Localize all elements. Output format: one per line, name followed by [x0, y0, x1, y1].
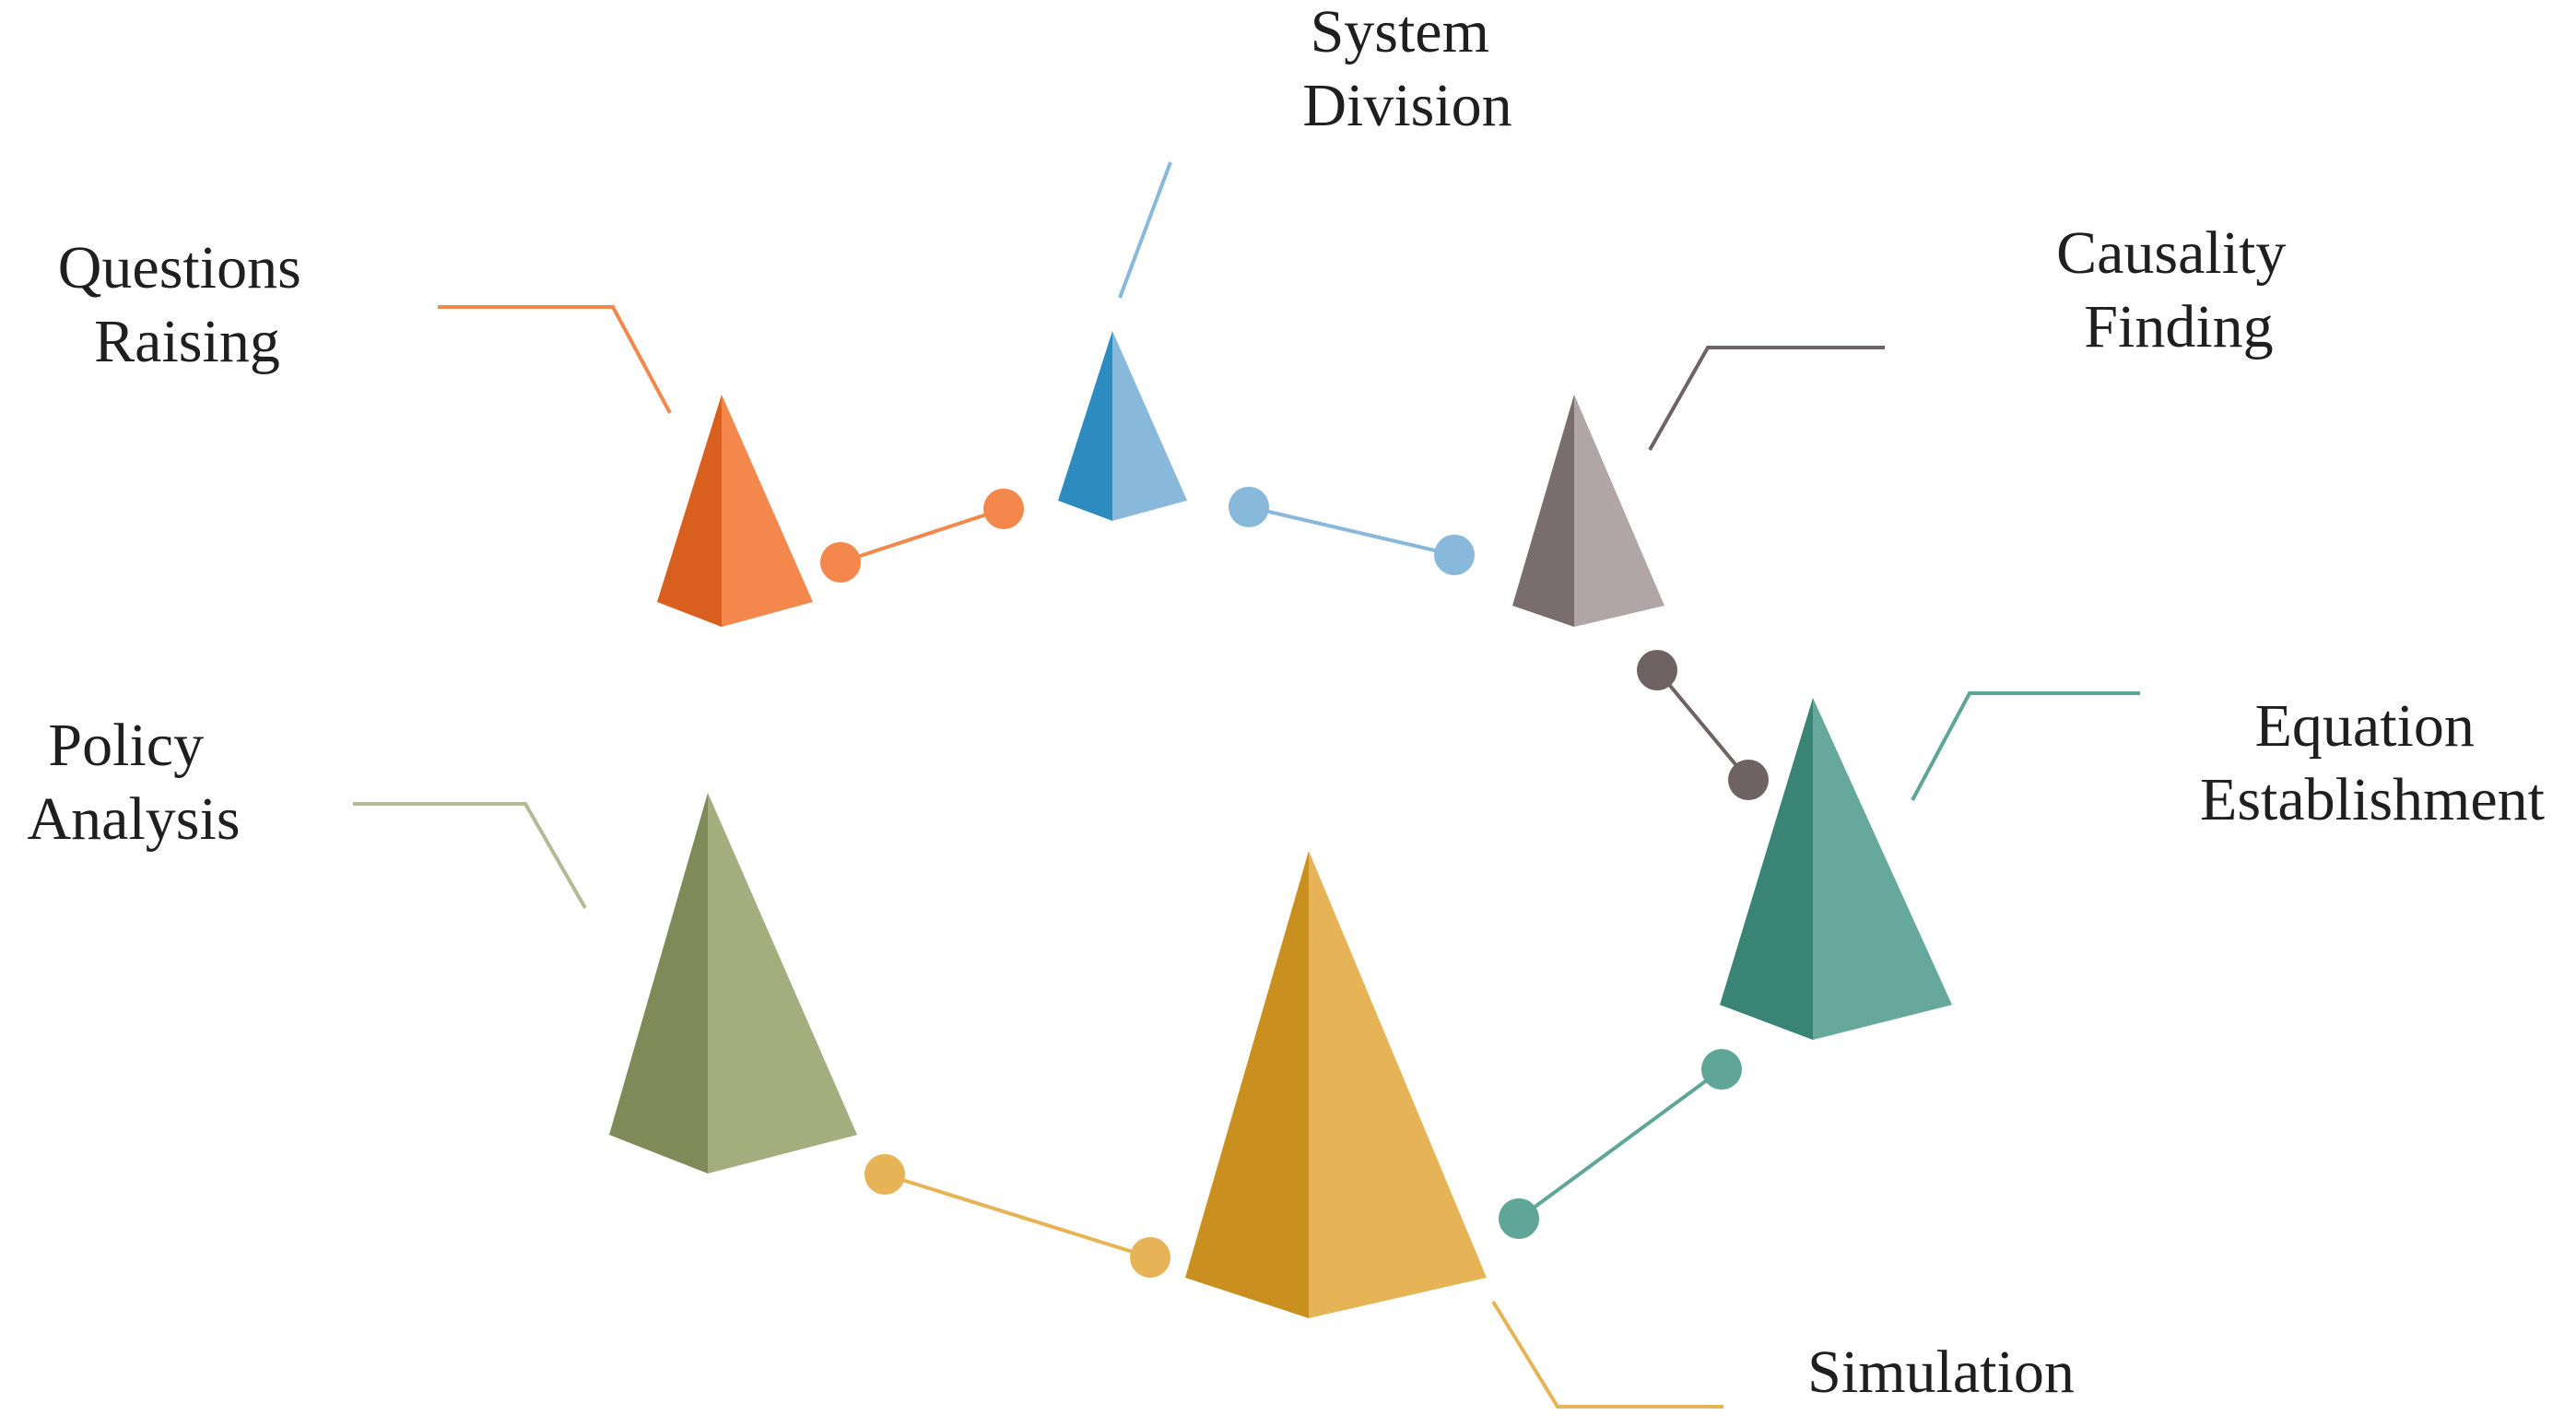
pyramid-questions-raising [657, 395, 813, 627]
leader-line-causality-finding [1648, 346, 1885, 451]
label-equation-establishment: Equation Establishment [2200, 692, 2545, 833]
pyramid-face-light [722, 395, 813, 627]
label-line: System [1311, 0, 1489, 65]
label-line: Questions [58, 234, 301, 301]
leader-line-system-division [1118, 161, 1172, 299]
pyramid-face-light [1574, 395, 1664, 627]
label-line: Policy [48, 712, 204, 779]
pyramid-causality-finding [1512, 395, 1664, 627]
label-line: Equation [2255, 692, 2475, 760]
connector-questions-system [820, 489, 1024, 583]
pyramid-face-dark [657, 395, 722, 627]
pyramid-system-division [1058, 331, 1187, 521]
label-line: Causality [2056, 219, 2286, 287]
label-line: Raising [94, 308, 280, 375]
connector-causality-equation [1637, 650, 1769, 800]
pyramid-face-dark [1185, 851, 1309, 1318]
connector-simulation-policy [865, 1154, 1170, 1278]
pyramid-simulation [1185, 851, 1487, 1318]
connector-dot [820, 542, 861, 583]
leader-line-questions-raising [438, 305, 672, 414]
pyramid-face-dark [1512, 395, 1574, 627]
connector-system-causality [1229, 487, 1475, 575]
pyramid-face-dark [1058, 331, 1112, 521]
leader-line-policy-analysis [353, 802, 587, 909]
label-line: Division [1302, 72, 1511, 139]
label-line: Establishment [2200, 766, 2545, 833]
pyramid-policy-analysis [609, 793, 857, 1173]
connector-dot [1130, 1237, 1170, 1278]
connector-dot [1499, 1198, 1539, 1239]
leader-line-simulation [1491, 1300, 1723, 1409]
connector-dot [1701, 1049, 1742, 1090]
connector-equation-simulation [1499, 1049, 1742, 1239]
label-system-division: System Division [1302, 0, 1511, 139]
pyramid-face-light [708, 793, 857, 1173]
leader-line-equation-establishment [1911, 691, 2140, 801]
label-causality-finding: Causality Finding [2056, 219, 2301, 360]
pyramid-face-light [1112, 331, 1187, 521]
connector-dot [1434, 535, 1475, 575]
connector-dot [1229, 487, 1269, 527]
label-line: Finding [2084, 293, 2273, 360]
connector-dot [865, 1154, 905, 1195]
label-questions-raising: Questions Raising [58, 234, 317, 375]
label-line: Analysis [28, 785, 241, 853]
connector-dot [1728, 760, 1769, 800]
pyramid-equation-establishment [1720, 698, 1952, 1040]
label-simulation: Simulation [1807, 1339, 2075, 1406]
pyramid-face-dark [609, 793, 708, 1173]
connector-dot [1637, 650, 1677, 690]
pyramid-face-light [1813, 698, 1952, 1040]
pyramid-face-dark [1720, 698, 1813, 1040]
label-policy-analysis: Policy Analysis [28, 712, 241, 853]
connector-dot [983, 489, 1024, 529]
label-line: Simulation [1807, 1339, 2075, 1406]
pyramid-face-light [1309, 851, 1487, 1318]
